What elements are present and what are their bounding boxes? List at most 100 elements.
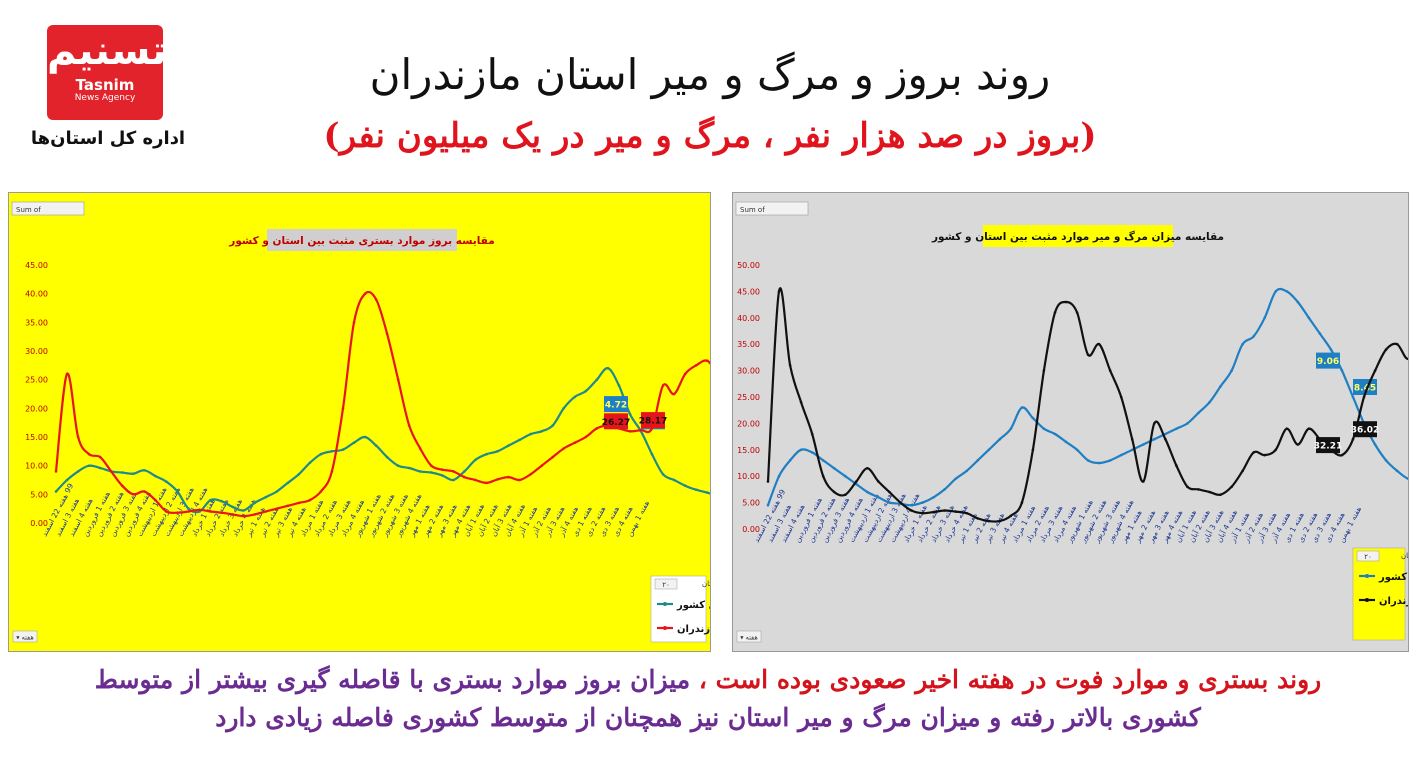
data-point	[1406, 357, 1408, 361]
data-point	[694, 488, 698, 492]
data-point	[1175, 464, 1178, 467]
data-point	[407, 424, 411, 427]
data-point	[1020, 406, 1024, 409]
data-point	[1252, 451, 1255, 454]
data-point	[1208, 490, 1211, 494]
data-point	[683, 372, 687, 376]
data-point	[529, 473, 532, 476]
data-point	[1064, 440, 1068, 444]
data-point	[1097, 461, 1101, 465]
corner-field-button	[11, 201, 85, 216]
data-point	[341, 407, 345, 410]
data-point	[799, 448, 803, 452]
data-point	[628, 430, 632, 433]
data-point	[120, 471, 124, 474]
data-point	[396, 378, 400, 381]
data-point	[866, 490, 869, 494]
data-point	[1329, 348, 1333, 351]
data-point	[1009, 427, 1013, 430]
legend-header: استان	[1401, 552, 1408, 560]
data-point	[308, 461, 312, 465]
data-point	[385, 332, 389, 336]
data-point	[921, 511, 924, 515]
footer-caption: روند بستری و موارد فوت در هفته اخیر صعود…	[60, 661, 1356, 737]
data-point	[683, 484, 687, 488]
data-point	[65, 372, 69, 376]
data-point	[855, 480, 858, 483]
chart-title-box	[267, 229, 457, 251]
data-label: 28.17	[639, 417, 667, 427]
data-point	[1274, 290, 1277, 293]
data-point	[474, 478, 477, 482]
data-point	[810, 432, 814, 436]
data-point	[888, 490, 891, 494]
data-point	[943, 488, 946, 491]
data-point	[209, 498, 212, 502]
y-tick-label: 10.00	[737, 472, 760, 481]
data-point	[286, 481, 290, 485]
data-point	[595, 427, 599, 430]
data-point	[308, 498, 312, 502]
page-subtitle: (بروز در صد هزار نفر ، مرگ و میر در یک م…	[323, 116, 1097, 156]
chart-title: مقایسه بروز موارد بستری مثبت بین استان و…	[228, 235, 494, 247]
data-point	[1373, 443, 1377, 446]
data-point	[540, 464, 543, 468]
data-point	[407, 466, 411, 470]
data-point	[661, 384, 665, 387]
data-point	[1296, 300, 1300, 304]
data-point	[507, 444, 510, 447]
data-point	[573, 395, 577, 399]
data-point	[1020, 501, 1024, 504]
data-point	[562, 407, 565, 410]
data-point	[788, 459, 792, 462]
data-point	[132, 493, 135, 496]
data-point	[154, 498, 157, 502]
data-point	[1130, 437, 1134, 441]
data-point	[584, 435, 588, 439]
legend-swatch-dot	[663, 602, 667, 606]
data-point	[518, 478, 521, 482]
data-point	[899, 501, 902, 504]
y-tick-label: 45.00	[25, 261, 48, 270]
data-point	[441, 474, 444, 477]
data-point	[441, 468, 444, 472]
data-point	[275, 490, 279, 493]
data-point	[562, 447, 565, 450]
data-point	[1274, 448, 1277, 452]
data-point	[98, 466, 102, 470]
data-point	[1153, 422, 1156, 425]
data-point	[220, 511, 223, 514]
legend-filter-label: ۲۰	[662, 581, 670, 589]
data-point	[877, 496, 880, 499]
data-point	[286, 504, 290, 508]
data-point	[1009, 514, 1013, 518]
data-point	[932, 510, 935, 514]
data-point	[1142, 480, 1145, 483]
data-point	[998, 437, 1002, 441]
data-point	[844, 474, 847, 478]
data-point	[352, 321, 356, 324]
y-tick-label: 35.00	[737, 340, 760, 349]
logo-name: Tasnim	[75, 76, 135, 94]
data-point	[998, 519, 1002, 523]
y-tick-label: 25.00	[25, 376, 48, 385]
data-point	[888, 501, 891, 504]
data-point	[606, 366, 610, 370]
data-point	[766, 480, 770, 483]
corner-label: Sum of	[740, 206, 765, 214]
data-point	[628, 412, 632, 416]
data-point	[672, 392, 676, 396]
data-point	[1307, 427, 1311, 430]
data-point	[965, 511, 968, 515]
data-point	[788, 364, 792, 367]
data-point	[987, 519, 991, 523]
data-point	[165, 510, 168, 513]
data-point	[297, 501, 301, 505]
data-point	[821, 459, 825, 462]
y-tick-label: 20.00	[737, 419, 760, 428]
data-point	[1263, 316, 1266, 320]
data-point	[1130, 448, 1134, 452]
data-point	[1086, 459, 1090, 462]
data-point	[954, 510, 957, 513]
data-point	[1031, 416, 1035, 420]
